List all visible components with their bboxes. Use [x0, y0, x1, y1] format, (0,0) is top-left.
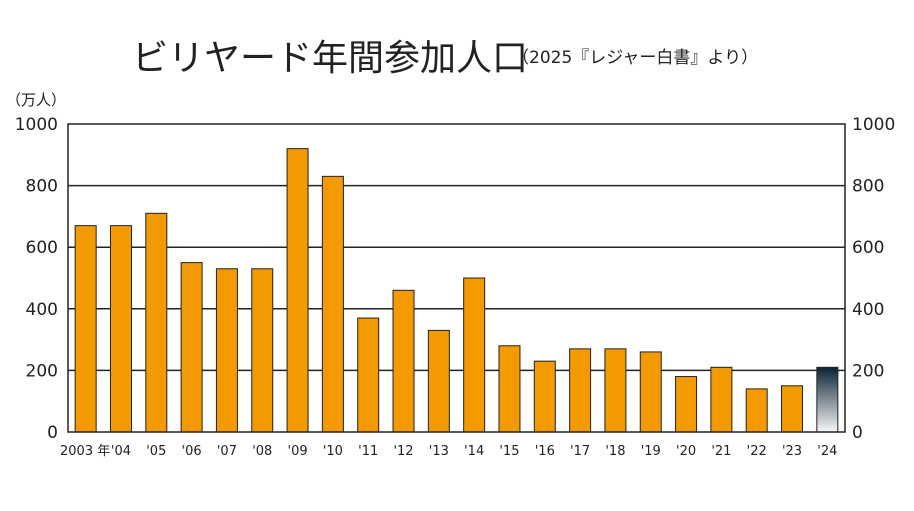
- x-tick-label: '08: [252, 444, 272, 459]
- bar: [675, 376, 698, 433]
- bar: [604, 348, 627, 433]
- x-tick-label: '06: [182, 444, 202, 459]
- bar-highlight: [816, 366, 839, 433]
- x-tick-label: '12: [393, 444, 413, 459]
- x-tick-label: '24: [817, 444, 837, 459]
- y-tick-label-left: 600: [26, 238, 58, 258]
- bar: [321, 175, 344, 433]
- x-tick-label: '10: [323, 444, 343, 459]
- y-tick-label-left: 800: [26, 177, 58, 197]
- y-tick-label-left: 200: [26, 361, 58, 381]
- bar: [533, 360, 556, 433]
- bar: [74, 225, 97, 433]
- x-tick-label: '17: [570, 444, 590, 459]
- bar: [463, 277, 486, 433]
- x-tick-label: '15: [499, 444, 519, 459]
- bar: [251, 268, 274, 433]
- bar: [710, 366, 733, 433]
- x-tick-label: '23: [782, 444, 802, 459]
- x-tick-label: '11: [358, 444, 378, 459]
- x-tick-label: '07: [217, 444, 237, 459]
- y-tick-label-right: 600: [852, 238, 884, 258]
- x-axis-labels: 2003 年 '04 '05 '06 '07 '08 '09 '10 '11 '12 '13 '14 '…: [60, 444, 837, 459]
- y-tick-label-right: 400: [852, 300, 884, 320]
- y-tick-label-left: 400: [26, 300, 58, 320]
- bar: [215, 268, 238, 433]
- bar: [639, 351, 662, 433]
- x-tick-label: '22: [747, 444, 767, 459]
- bar: [145, 212, 168, 433]
- chart-title: ビリヤード年間参加人口: [132, 38, 528, 79]
- y-tick-label-right: 800: [852, 177, 884, 197]
- x-tick-label: '18: [605, 444, 625, 459]
- bar: [569, 348, 592, 433]
- bar: [781, 385, 804, 433]
- x-tick-label: '04: [111, 444, 131, 459]
- bar: [392, 289, 415, 433]
- x-tick-label: '09: [288, 444, 308, 459]
- bar: [427, 329, 450, 433]
- x-tick-label: '21: [711, 444, 731, 459]
- bar: [286, 148, 309, 433]
- y-axis-right-ticks: 0 200 400 600 800 1000: [852, 115, 895, 443]
- chart-subtitle: （2025『レジャー白書』より）: [512, 48, 758, 68]
- bar: [357, 317, 380, 433]
- y-axis-unit-label: （万人）: [6, 91, 66, 109]
- x-tick-label: '13: [429, 444, 449, 459]
- y-tick-label-left: 0: [47, 423, 58, 443]
- y-tick-label-right: 0: [852, 423, 863, 443]
- x-tick-label: '20: [676, 444, 696, 459]
- x-tick-label: '14: [464, 444, 484, 459]
- bar: [180, 262, 203, 433]
- bar: [109, 225, 132, 433]
- x-tick-label: '16: [535, 444, 555, 459]
- y-tick-label-left: 1000: [15, 115, 58, 135]
- x-tick-label: 2003 年: [60, 444, 110, 459]
- bars: [74, 148, 839, 433]
- y-axis-left-ticks: 0 200 400 600 800 1000: [15, 115, 58, 443]
- plot-frame: [67, 123, 846, 433]
- x-tick-label: '05: [146, 444, 166, 459]
- bar: [498, 345, 521, 433]
- bar: [745, 388, 768, 433]
- x-tick-label: '19: [641, 444, 661, 459]
- y-tick-label-right: 1000: [852, 115, 895, 135]
- y-tick-label-right: 200: [852, 361, 884, 381]
